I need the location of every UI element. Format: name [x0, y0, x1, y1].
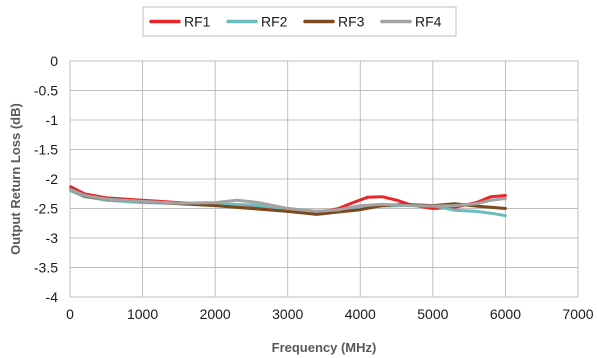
x-tick-label: 2000 — [200, 306, 231, 322]
legend: RF1 RF2 RF3 RF4 — [142, 6, 457, 37]
y-tick-label: -3 — [46, 230, 59, 246]
y-tick-label: -0.5 — [34, 83, 58, 99]
y-tick-label: 0 — [50, 53, 58, 69]
y-tick-label: -4 — [46, 289, 59, 305]
legend-label-rf1: RF1 — [184, 14, 211, 30]
y-tick-label: -2 — [46, 171, 59, 187]
plot-area — [69, 60, 579, 298]
x-tick-label: 0 — [66, 306, 74, 322]
legend-label-rf2: RF2 — [261, 14, 288, 30]
series-line-rf4 — [69, 188, 507, 213]
legend-label-rf4: RF4 — [415, 14, 442, 30]
y-tick-label: -1.5 — [34, 142, 58, 158]
x-tick-label: 3000 — [272, 306, 303, 322]
y-axis-ticks: 0 -0.5 -1 -1.5 -2 -2.5 -3 -3.5 -4 — [34, 53, 58, 305]
y-axis-title: Output Return Loss (dB) — [8, 103, 23, 255]
x-tick-label: 5000 — [417, 306, 448, 322]
x-tick-label: 7000 — [562, 306, 593, 322]
y-tick-label: -3.5 — [34, 260, 58, 276]
x-tick-label: 6000 — [490, 306, 521, 322]
x-tick-label: 4000 — [345, 306, 376, 322]
legend-label-rf3: RF3 — [338, 14, 365, 30]
y-tick-label: -2.5 — [34, 201, 58, 217]
x-axis-ticks: 0 1000 2000 3000 4000 5000 6000 7000 — [66, 306, 594, 322]
plot-border — [69, 60, 579, 298]
x-axis-title: Frequency (MHz) — [272, 340, 377, 355]
series-layer — [69, 185, 507, 218]
y-tick-label: -1 — [46, 112, 59, 128]
grid — [69, 60, 579, 298]
x-tick-label: 1000 — [127, 306, 158, 322]
